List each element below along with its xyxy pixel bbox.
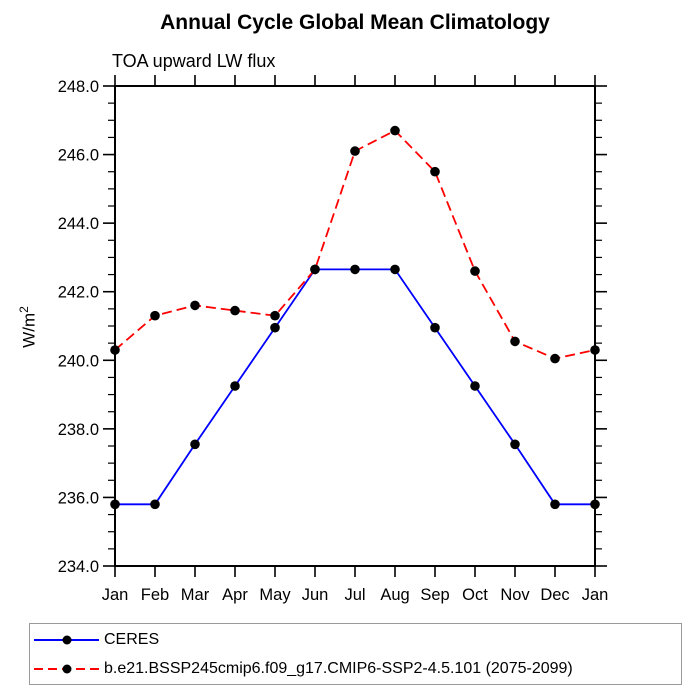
marker-dot-icon: [62, 635, 71, 644]
svg-text:May: May: [259, 586, 291, 604]
data-point: [430, 166, 440, 177]
svg-text:Jan: Jan: [102, 586, 129, 604]
data-point: [270, 322, 280, 333]
svg-text:Aug: Aug: [380, 586, 409, 604]
chart-title: Annual Cycle Global Mean Climatology: [160, 11, 550, 34]
data-point: [550, 353, 560, 364]
x-axis-tick-labels: Jan Feb Mar Apr May Jun Jul Aug Sep Oct Nov Dec Jan: [102, 586, 609, 604]
plot-frame: [114, 85, 596, 567]
svg-text:Feb: Feb: [141, 586, 169, 604]
data-point: [390, 264, 400, 275]
data-point: [470, 381, 480, 391]
chart-subtitle: TOA upward LW flux: [112, 51, 276, 71]
data-point: [350, 264, 360, 275]
legend-label-model: b.e21.BSSP245cmip6.f09_g17.CMIP6-SSP2-4.…: [104, 659, 573, 677]
svg-text:Apr: Apr: [222, 586, 248, 604]
legend-label-ceres: CERES: [104, 630, 160, 648]
series-lines: [114, 129, 596, 506]
svg-text:238.0: 238.0: [58, 421, 99, 439]
data-point: [150, 499, 160, 510]
svg-text:Dec: Dec: [540, 586, 569, 604]
data-point: [390, 125, 400, 136]
data-point: [550, 499, 560, 510]
marker-dot-icon: [62, 664, 71, 673]
series-line-0: [115, 268, 595, 506]
series-line-1: [114, 129, 596, 360]
svg-text:242.0: 242.0: [58, 284, 99, 302]
data-point: [230, 381, 240, 391]
x-axis-ticks: [114, 75, 596, 577]
y-axis-minor-ticks: [108, 102, 602, 550]
data-point: [190, 300, 200, 311]
svg-text:Nov: Nov: [500, 586, 530, 604]
legend-sample-model: [34, 664, 99, 674]
data-point: [510, 336, 520, 347]
data-point: [230, 305, 240, 316]
svg-text:Jan: Jan: [582, 586, 609, 604]
data-point: [310, 264, 320, 275]
legend-entry-ceres: CERES: [30, 629, 681, 651]
svg-text:Oct: Oct: [462, 586, 488, 604]
legend-box: CERES b.e21.BSSP245cmip6.f09_g17.CMIP6-S…: [29, 623, 682, 685]
data-point: [470, 266, 480, 276]
data-point: [350, 146, 360, 156]
data-point: [190, 439, 200, 450]
svg-text:236.0: 236.0: [58, 489, 99, 507]
svg-text:Jun: Jun: [302, 586, 329, 604]
svg-text:Jul: Jul: [344, 586, 365, 604]
chart-canvas: 234.0 236.0 238.0 240.0 242.0 244.0 246.0 248.0…: [58, 75, 609, 604]
svg-text:Mar: Mar: [181, 586, 210, 604]
svg-text:240.0: 240.0: [58, 352, 99, 370]
svg-text:244.0: 244.0: [58, 215, 99, 233]
legend-entry-model: b.e21.BSSP245cmip6.f09_g17.CMIP6-SSP2-4.…: [30, 658, 681, 680]
svg-text:234.0: 234.0: [58, 558, 99, 576]
legend-sample-ceres: [34, 635, 99, 645]
svg-text:248.0: 248.0: [58, 78, 99, 96]
data-point: [150, 310, 160, 321]
svg-text:246.0: 246.0: [58, 147, 99, 165]
y-axis-major-ticks: [103, 85, 607, 567]
series-markers: [110, 125, 600, 510]
svg-text:Sep: Sep: [420, 586, 449, 604]
data-point: [270, 310, 280, 321]
data-point: [510, 439, 520, 450]
data-point: [430, 322, 440, 333]
y-axis-tick-labels: 234.0 236.0 238.0 240.0 242.0 244.0 246.0 248.0: [58, 78, 99, 576]
